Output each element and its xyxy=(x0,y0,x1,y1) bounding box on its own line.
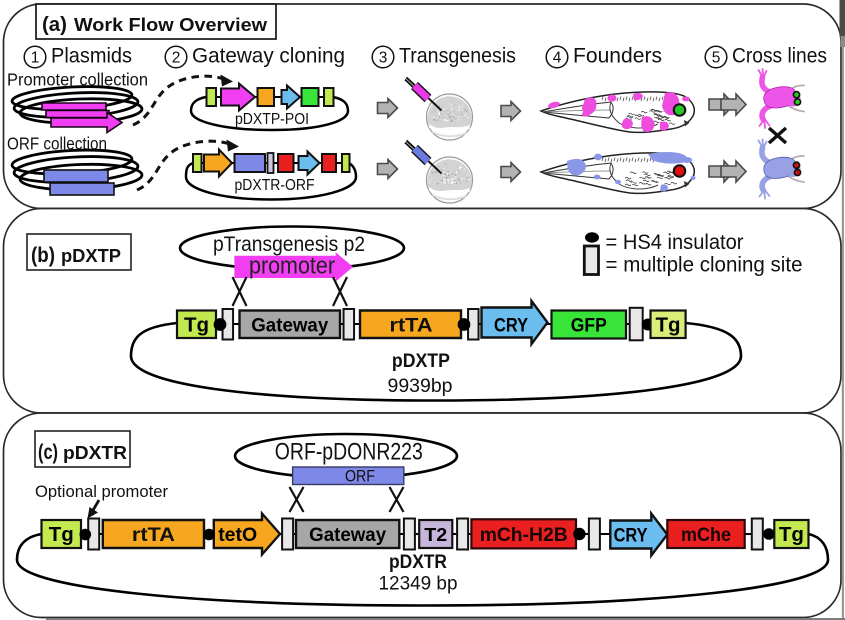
svg-text:9939bp: 9939bp xyxy=(388,375,453,397)
svg-text:tetO: tetO xyxy=(218,524,257,546)
svg-text:ORF-pDONR223: ORF-pDONR223 xyxy=(275,439,423,466)
svg-text:ORF collection: ORF collection xyxy=(7,134,107,154)
svg-text:Optional promoter: Optional promoter xyxy=(35,482,168,501)
svg-text:Plasmids: Plasmids xyxy=(51,45,132,68)
svg-text:pDXTP: pDXTP xyxy=(61,245,121,266)
svg-text:Founders: Founders xyxy=(573,45,662,68)
svg-text:Transgenesis: Transgenesis xyxy=(399,45,516,68)
svg-text:12349 bp: 12349 bp xyxy=(379,573,458,595)
svg-text:CRY: CRY xyxy=(494,315,528,337)
svg-text:pDXTR-ORF: pDXTR-ORF xyxy=(235,177,315,194)
svg-text:pDXTR: pDXTR xyxy=(389,552,447,573)
svg-text:(a): (a) xyxy=(42,14,67,36)
svg-text:T2: T2 xyxy=(424,524,447,545)
svg-text:= HS4 insulator: = HS4 insulator xyxy=(606,231,744,254)
svg-text:Tg: Tg xyxy=(779,523,804,546)
svg-text:Tg: Tg xyxy=(184,313,209,336)
svg-text:rtTA: rtTA xyxy=(132,524,175,546)
svg-text:pTransgenesis p2: pTransgenesis p2 xyxy=(213,233,365,256)
svg-text:mCh-H2B: mCh-H2B xyxy=(480,524,568,546)
svg-text:CRY: CRY xyxy=(614,525,648,547)
svg-text:mChe: mChe xyxy=(681,524,731,546)
svg-text:Work Flow Overview: Work Flow Overview xyxy=(74,14,268,35)
svg-text:ORF: ORF xyxy=(345,468,375,486)
svg-text:Promoter collection: Promoter collection xyxy=(7,70,148,90)
svg-text:Gateway: Gateway xyxy=(251,314,328,336)
svg-text:Gateway cloning: Gateway cloning xyxy=(192,45,345,68)
svg-text:Gateway: Gateway xyxy=(309,524,386,546)
svg-text:Cross lines: Cross lines xyxy=(732,45,827,68)
svg-text:pDXTR: pDXTR xyxy=(63,442,127,463)
svg-text:rtTA: rtTA xyxy=(390,315,433,337)
svg-text:5: 5 xyxy=(712,50,721,67)
svg-text:2: 2 xyxy=(172,50,181,67)
svg-text:(b): (b) xyxy=(31,244,55,267)
svg-text:pDXTP-POI: pDXTP-POI xyxy=(235,111,309,128)
svg-text:Tg: Tg xyxy=(656,313,681,336)
svg-text:= multiple cloning site: = multiple cloning site xyxy=(606,254,803,277)
svg-text:4: 4 xyxy=(553,50,562,67)
svg-text:GFP: GFP xyxy=(571,315,607,337)
svg-text:promoter: promoter xyxy=(249,253,335,280)
svg-text:pDXTP: pDXTP xyxy=(392,351,450,372)
svg-text:(c): (c) xyxy=(38,441,58,464)
svg-text:1: 1 xyxy=(31,50,40,67)
svg-text:3: 3 xyxy=(379,50,388,67)
svg-text:Tg: Tg xyxy=(49,523,74,546)
